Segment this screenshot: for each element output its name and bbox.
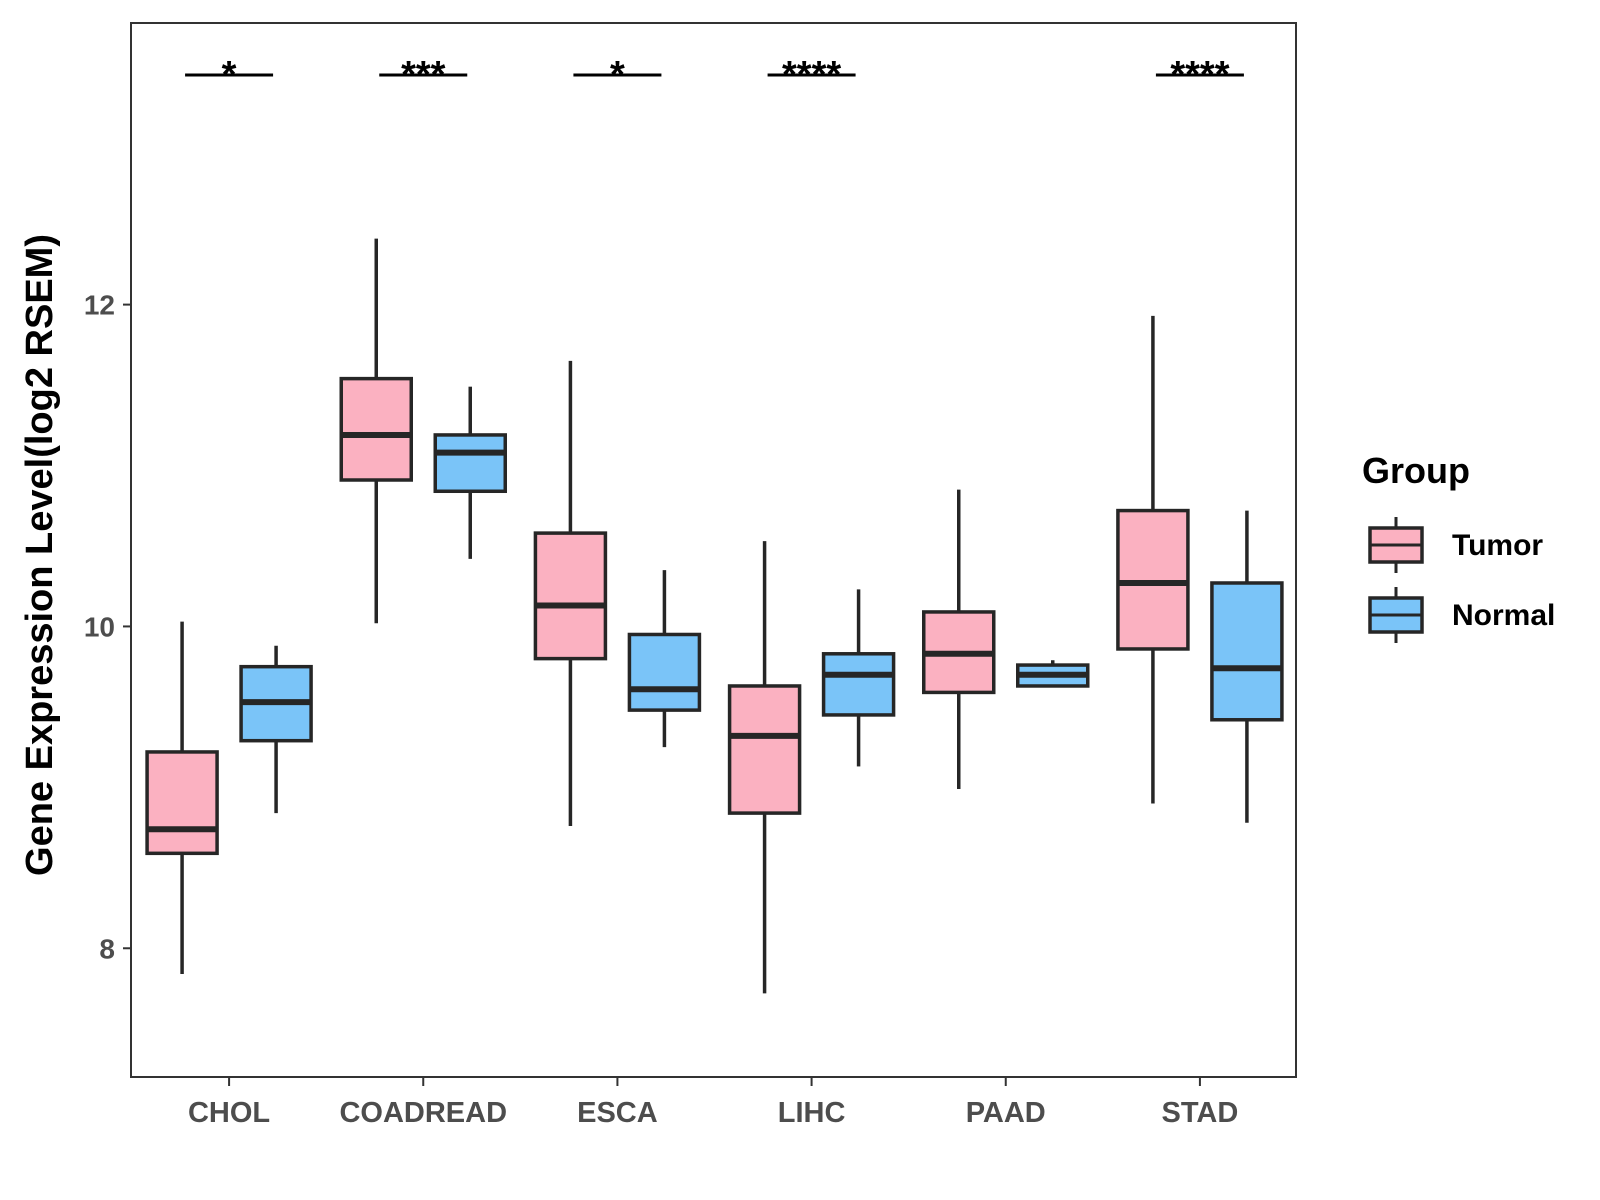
box-body <box>1210 581 1284 722</box>
box-body <box>339 376 413 482</box>
box-tumor-chol <box>145 621 219 975</box>
box-normal-lihc <box>821 589 896 767</box>
box-normal-paad <box>1016 660 1090 688</box>
box-tumor-coadread <box>339 238 413 624</box>
legend-title: Group <box>1362 450 1470 491</box>
y-axis-title: Gene Expression Level(log2 RSEM) <box>19 234 61 876</box>
y-tick-label: 12 <box>84 290 115 321</box>
box-body <box>727 684 802 815</box>
x-tick-label: STAD <box>1162 1097 1239 1129</box>
box-tumor-paad <box>922 489 996 789</box>
x-tick-label: LIHC <box>778 1097 846 1129</box>
significance-label: **** <box>782 54 841 96</box>
box-body <box>533 531 608 661</box>
box-tumor-esca <box>533 360 608 826</box>
significance-label: **** <box>1170 54 1229 96</box>
y-tick-label: 8 <box>99 933 115 964</box>
box-tumor-stad <box>1116 315 1190 804</box>
significance-label: *** <box>401 54 446 96</box>
legend-item-normal: Normal <box>1368 587 1555 643</box>
x-tick-label: CHOL <box>188 1097 270 1129</box>
significance-label: * <box>610 54 625 96</box>
box-body <box>627 632 702 712</box>
box-normal-stad <box>1210 510 1284 823</box>
legend-label: Tumor <box>1452 529 1543 562</box>
box-normal-chol <box>239 645 313 814</box>
box-tumor-lihc <box>727 541 802 994</box>
box-body <box>1116 508 1190 651</box>
y-tick-label: 10 <box>84 611 115 642</box>
x-tick-label: COADREAD <box>339 1097 507 1129</box>
box-normal-coadread <box>433 386 507 559</box>
legend-label: Normal <box>1452 599 1555 632</box>
x-tick-label: PAAD <box>966 1097 1046 1129</box>
box-body <box>145 750 219 856</box>
legend: Group Tumor Normal <box>1362 450 1555 643</box>
plot-panel-border <box>130 22 1297 1078</box>
box-normal-esca <box>627 570 702 748</box>
significance-label: * <box>222 54 237 96</box>
box-body <box>821 652 896 717</box>
box-body <box>433 433 507 494</box>
legend-item-tumor: Tumor <box>1368 517 1543 573</box>
x-tick-label: ESCA <box>577 1097 658 1129</box>
